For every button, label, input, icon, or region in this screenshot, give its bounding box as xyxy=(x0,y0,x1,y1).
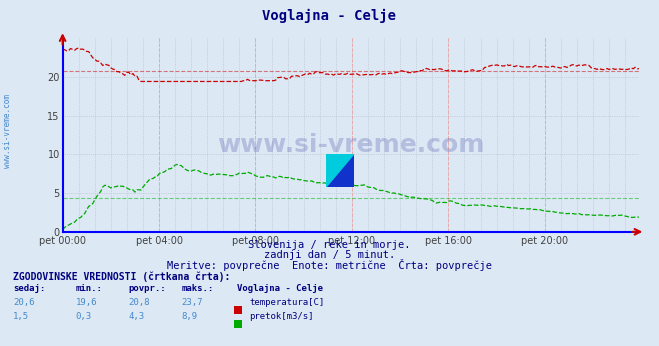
Text: ZGODOVINSKE VREDNOSTI (črtkana črta):: ZGODOVINSKE VREDNOSTI (črtkana črta): xyxy=(13,272,231,282)
Text: Slovenija / reke in morje.: Slovenija / reke in morje. xyxy=(248,240,411,251)
Text: 20,6: 20,6 xyxy=(13,298,35,307)
Text: Meritve: povprečne  Enote: metrične  Črta: povprečje: Meritve: povprečne Enote: metrične Črta:… xyxy=(167,259,492,271)
Text: sedaj:: sedaj: xyxy=(13,284,45,293)
Text: pretok[m3/s]: pretok[m3/s] xyxy=(249,312,314,321)
Text: povpr.:: povpr.: xyxy=(129,284,166,293)
Text: 23,7: 23,7 xyxy=(181,298,203,307)
Text: min.:: min.: xyxy=(76,284,103,293)
Text: 1,5: 1,5 xyxy=(13,312,29,321)
Text: Voglajna - Celje: Voglajna - Celje xyxy=(237,284,324,293)
Text: zadnji dan / 5 minut.: zadnji dan / 5 minut. xyxy=(264,250,395,260)
Text: 8,9: 8,9 xyxy=(181,312,197,321)
Text: 20,8: 20,8 xyxy=(129,298,150,307)
Text: 19,6: 19,6 xyxy=(76,298,98,307)
Text: www.si-vreme.com: www.si-vreme.com xyxy=(3,94,13,169)
Text: 4,3: 4,3 xyxy=(129,312,144,321)
Text: www.si-vreme.com: www.si-vreme.com xyxy=(217,133,484,157)
Text: temperatura[C]: temperatura[C] xyxy=(249,298,324,307)
Text: 0,3: 0,3 xyxy=(76,312,92,321)
Polygon shape xyxy=(326,154,354,187)
Text: maks.:: maks.: xyxy=(181,284,214,293)
Polygon shape xyxy=(326,154,354,187)
Text: Voglajna - Celje: Voglajna - Celje xyxy=(262,9,397,23)
